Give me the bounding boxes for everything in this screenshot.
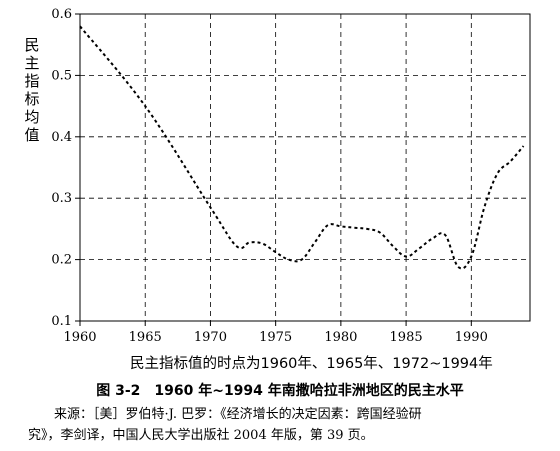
source-note-text-1: 来源：［美］罗伯特·J. 巴罗：《经济增长的决定因素：跨国经验研 [54,407,422,422]
democracy-line-chart: 0.10.20.30.40.50.6 1960 1965 1970 1975 1980 1… [24,7,531,372]
source-note-line-2: 究》，李剑译，中国人民大学出版社 2004 年版，第 39 页。 [28,428,374,443]
figure-caption: 图 3-2 1960 年~1994 年南撒哈拉非洲地区的民主水平 [96,383,464,399]
y-tick-label: 0.6 [51,7,72,22]
x-tick-label: 1960 [63,330,96,345]
x-axis-ticks: 1960 1965 1970 1975 1980 1985 1990 [63,321,488,345]
grid [80,14,530,321]
x-tick-label: 1985 [390,330,423,345]
y-axis-label: 民主指标均值 [24,36,39,144]
y-tick-label: 0.1 [51,314,72,329]
x-tick-label: 1970 [194,330,227,345]
x-axis-label: 民主指标值的时点为1960年、1965年、1972~1994年 [130,355,493,372]
y-tick-label: 0.5 [51,68,72,83]
y-tick-label: 0.4 [51,130,72,145]
x-tick-label: 1980 [324,330,357,345]
series-line [79,25,525,270]
y-tick-label: 0.3 [51,191,72,206]
x-tick-label: 1965 [129,330,162,345]
y-axis-ticks: 0.1 0.2 0.3 0.4 0.5 0.6 [51,7,80,329]
plot-frame [79,13,531,322]
source-note-line-1: 来源：［美］罗伯特·J. 巴罗：《经济增长的决定因素：跨国经验研 [28,404,548,425]
source-note: 来源：［美］罗伯特·J. 巴罗：《经济增长的决定因素：跨国经验研 究》，李剑译，… [28,404,548,446]
x-tick-label: 1975 [259,330,292,345]
x-tick-label: 1990 [455,330,488,345]
y-tick-label: 0.2 [51,253,72,268]
